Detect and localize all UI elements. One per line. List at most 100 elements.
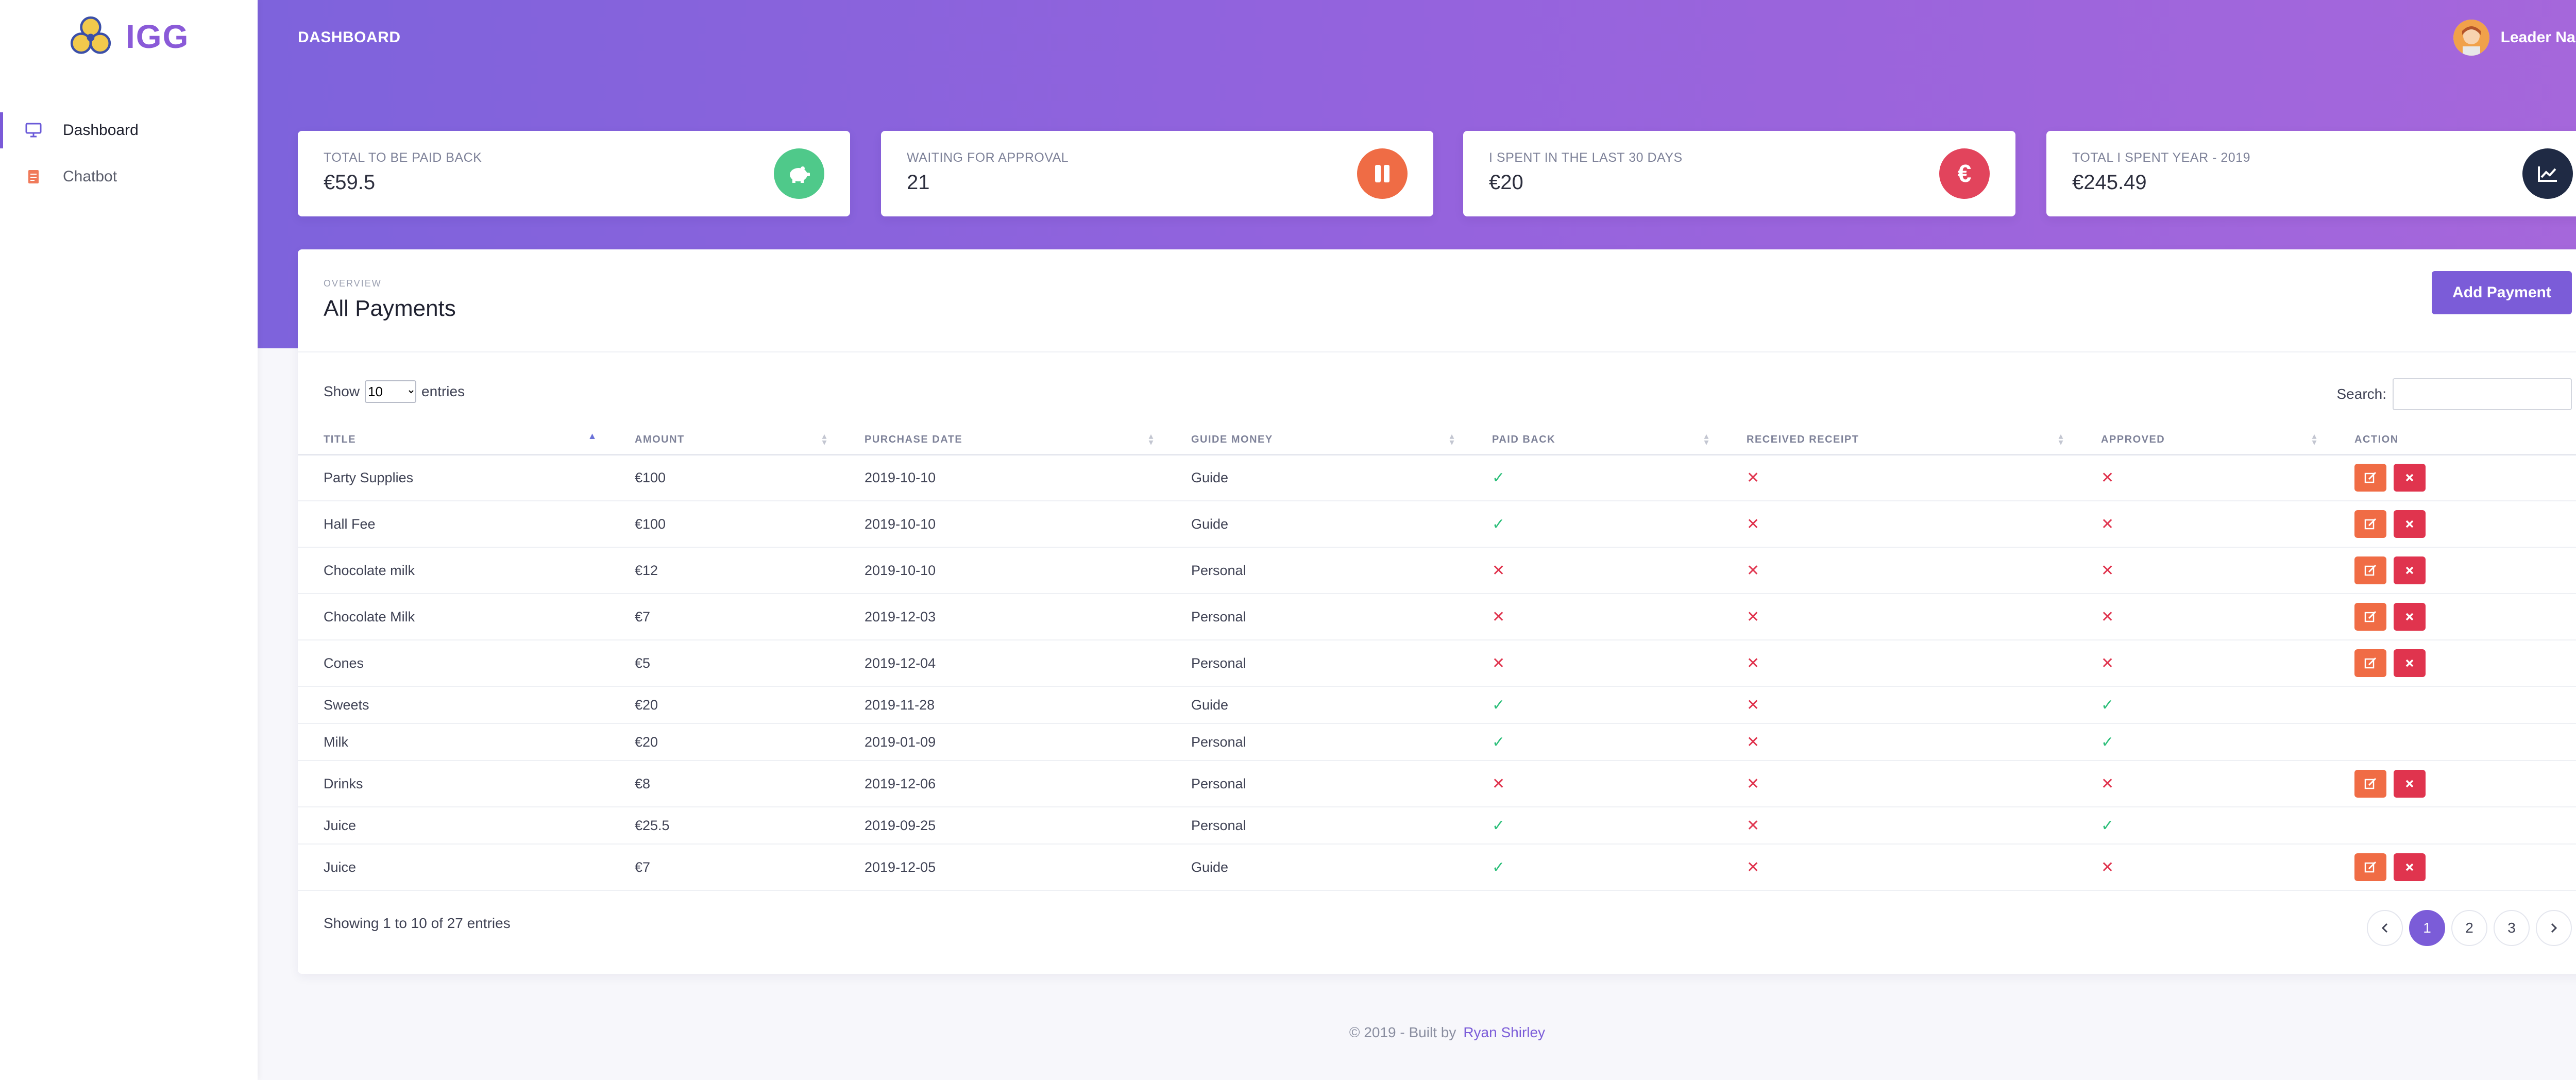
cell-action bbox=[2329, 454, 2576, 501]
sidebar-item-chatbot[interactable]: Chatbot bbox=[0, 154, 258, 200]
cross-icon: ✕ bbox=[1492, 608, 1505, 626]
check-icon: ✓ bbox=[1492, 817, 1505, 834]
cell-received-receipt: ✕ bbox=[1721, 454, 2075, 501]
column-header-title[interactable]: TITLE ▲ bbox=[298, 426, 609, 455]
sort-icon: ▴ ▾ bbox=[2058, 431, 2064, 447]
stat-label: TOTAL I SPENT YEAR - 2019 bbox=[2072, 150, 2250, 165]
table-row: Chocolate Milk €7 2019-12-03 Personal ✕ ✕ ✕ bbox=[298, 594, 2576, 640]
stat-label: TOTAL TO BE PAID BACK bbox=[324, 150, 482, 165]
cell-action bbox=[2329, 761, 2576, 807]
table-row: Party Supplies €100 2019-10-10 Guide ✓ ✕ ✕ bbox=[298, 454, 2576, 501]
edit-button[interactable] bbox=[2354, 603, 2386, 631]
delete-button[interactable] bbox=[2394, 510, 2426, 538]
close-icon bbox=[2405, 520, 2414, 528]
cell-amount: €25.5 bbox=[609, 807, 839, 845]
delete-button[interactable] bbox=[2394, 603, 2426, 631]
stat-card-last-30-days: I SPENT IN THE LAST 30 DAYS €20 € bbox=[1463, 131, 2015, 216]
cell-title: Party Supplies bbox=[298, 454, 609, 501]
cell-purchase-date: 2019-01-09 bbox=[839, 723, 1165, 761]
column-header-approved[interactable]: APPROVED ▴ ▾ bbox=[2075, 426, 2329, 455]
page-button-1[interactable]: 1 bbox=[2409, 910, 2445, 946]
edit-button[interactable] bbox=[2354, 556, 2386, 584]
previous-page-button[interactable] bbox=[2367, 910, 2403, 946]
add-payment-button[interactable]: Add Payment bbox=[2432, 271, 2572, 314]
delete-button[interactable] bbox=[2394, 770, 2426, 798]
edit-button[interactable] bbox=[2354, 649, 2386, 677]
cell-purchase-date: 2019-12-04 bbox=[839, 640, 1165, 687]
edit-button[interactable] bbox=[2354, 464, 2386, 492]
cell-purchase-date: 2019-12-06 bbox=[839, 761, 1165, 807]
sidebar-nav: Dashboard Chatbot bbox=[0, 107, 258, 200]
edit-button[interactable] bbox=[2354, 510, 2386, 538]
delete-button[interactable] bbox=[2394, 556, 2426, 584]
sort-icon: ▴ ▾ bbox=[1449, 431, 1455, 447]
panel-overline: OVERVIEW bbox=[324, 278, 382, 289]
page-title: DASHBOARD bbox=[298, 29, 401, 46]
column-header-guide-money[interactable]: GUIDE MONEY ▴ ▾ bbox=[1165, 426, 1466, 455]
table-row: Drinks €8 2019-12-06 Personal ✕ ✕ ✕ bbox=[298, 761, 2576, 807]
user-menu[interactable]: Leader Name bbox=[2453, 20, 2576, 56]
cell-title: Drinks bbox=[298, 761, 609, 807]
cross-icon: ✕ bbox=[1747, 733, 1760, 751]
page-button-2[interactable]: 2 bbox=[2451, 910, 2487, 946]
check-icon: ✓ bbox=[1492, 733, 1505, 751]
cell-approved: ✕ bbox=[2075, 454, 2329, 501]
sidebar-item-dashboard[interactable]: Dashboard bbox=[0, 107, 258, 154]
delete-button[interactable] bbox=[2394, 649, 2426, 677]
cell-amount: €5 bbox=[609, 640, 839, 687]
next-page-button[interactable] bbox=[2536, 910, 2572, 946]
cell-title: Chocolate Milk bbox=[298, 594, 609, 640]
edit-button[interactable] bbox=[2354, 770, 2386, 798]
cell-guide-money: Personal bbox=[1165, 640, 1466, 687]
cell-amount: €100 bbox=[609, 501, 839, 548]
footer-author-link[interactable]: Ryan Shirley bbox=[1463, 1024, 1546, 1040]
cell-approved: ✕ bbox=[2075, 844, 2329, 891]
cell-approved: ✕ bbox=[2075, 640, 2329, 687]
column-header-purchase-date[interactable]: PURCHASE DATE ▴ ▾ bbox=[839, 426, 1165, 455]
page-button-3[interactable]: 3 bbox=[2494, 910, 2530, 946]
column-header-paid-back[interactable]: PAID BACK ▴ ▾ bbox=[1466, 426, 1721, 455]
cell-title: Juice bbox=[298, 807, 609, 845]
cell-guide-money: Personal bbox=[1165, 807, 1466, 845]
cell-purchase-date: 2019-12-05 bbox=[839, 844, 1165, 891]
cell-amount: €7 bbox=[609, 594, 839, 640]
search-input[interactable] bbox=[2393, 378, 2572, 410]
cell-received-receipt: ✕ bbox=[1721, 723, 2075, 761]
cross-icon: ✕ bbox=[1747, 696, 1760, 714]
cross-icon: ✕ bbox=[2101, 515, 2114, 533]
logo[interactable]: IGG bbox=[67, 13, 189, 60]
cell-guide-money: Personal bbox=[1165, 547, 1466, 594]
stat-card-year-total: TOTAL I SPENT YEAR - 2019 €245.49 bbox=[2046, 131, 2576, 216]
column-header-received-receipt[interactable]: RECEIVED RECEIPT ▴ ▾ bbox=[1721, 426, 2075, 455]
check-icon: ✓ bbox=[1492, 858, 1505, 876]
delete-button[interactable] bbox=[2394, 464, 2426, 492]
check-icon: ✓ bbox=[2101, 733, 2114, 751]
cell-approved: ✓ bbox=[2075, 807, 2329, 845]
stat-value: €59.5 bbox=[324, 171, 376, 194]
cell-received-receipt: ✕ bbox=[1721, 501, 2075, 548]
delete-button[interactable] bbox=[2394, 853, 2426, 881]
table-row: Milk €20 2019-01-09 Personal ✓ ✕ ✓ bbox=[298, 723, 2576, 761]
column-header-action[interactable]: ACTION▴▾ bbox=[2329, 426, 2576, 455]
cell-amount: €100 bbox=[609, 454, 839, 501]
cell-received-receipt: ✕ bbox=[1721, 640, 2075, 687]
edit-button[interactable] bbox=[2354, 853, 2386, 881]
cross-icon: ✕ bbox=[1747, 469, 1760, 486]
edit-icon bbox=[2364, 611, 2377, 622]
close-icon bbox=[2405, 863, 2414, 871]
column-header-amount[interactable]: AMOUNT ▴ ▾ bbox=[609, 426, 839, 455]
user-name: Leader Name bbox=[2500, 29, 2576, 46]
search-label: Search: bbox=[2336, 386, 2387, 402]
close-icon bbox=[2405, 780, 2414, 788]
cell-amount: €20 bbox=[609, 723, 839, 761]
check-icon: ✓ bbox=[1492, 696, 1505, 714]
edit-icon bbox=[2364, 657, 2377, 669]
logo-trefoil-icon bbox=[70, 16, 111, 54]
cell-paid-back: ✓ bbox=[1466, 723, 1721, 761]
cross-icon: ✕ bbox=[1747, 562, 1760, 579]
cell-paid-back: ✓ bbox=[1466, 686, 1721, 724]
sort-ascending-icon: ▲ bbox=[587, 431, 598, 441]
cell-received-receipt: ✕ bbox=[1721, 547, 2075, 594]
page-size-select[interactable]: 10 bbox=[365, 380, 417, 403]
stat-card-waiting-approval: WAITING FOR APPROVAL 21 bbox=[881, 131, 1433, 216]
